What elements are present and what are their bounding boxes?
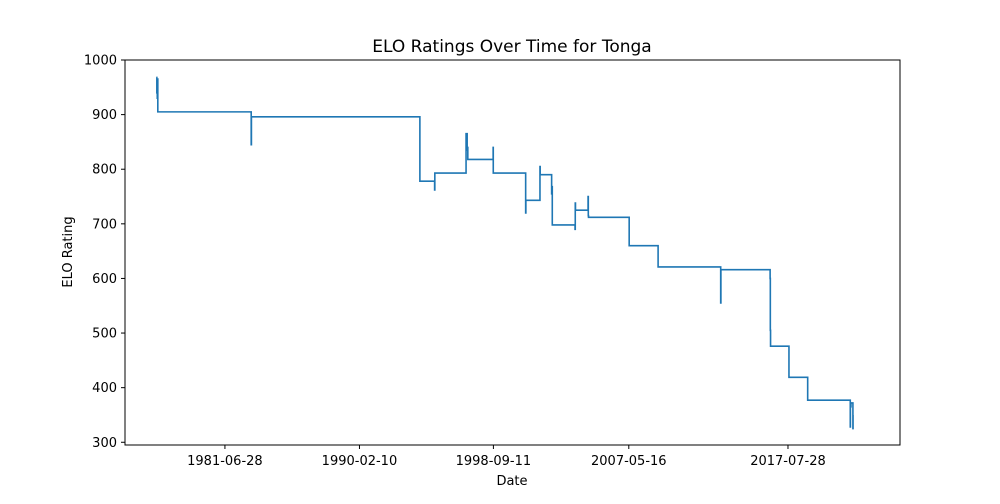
y-tick-label: 600 — [92, 272, 117, 287]
x-tick-label: 1990-02-10 — [322, 454, 398, 469]
x-tick-label: 1998-09-11 — [456, 454, 532, 469]
chart-title: ELO Ratings Over Time for Tonga — [372, 37, 651, 57]
x-tick-label: 2017-07-28 — [750, 454, 826, 469]
x-axis: 1981-06-28 1990-02-10 1998-09-11 2007-05-16… — [187, 445, 826, 469]
y-tick-label: 800 — [92, 163, 117, 178]
y-tick-label: 500 — [92, 327, 117, 342]
y-tick-label: 1000 — [84, 54, 117, 69]
y-axis: 300 400 500 600 700 800 900 1000 — [84, 54, 125, 451]
y-tick-label: 900 — [92, 108, 117, 123]
plot-area-frame — [124, 59, 901, 446]
y-axis-label: ELO Rating — [61, 216, 76, 287]
series-line — [156, 76, 854, 430]
x-tick-label: 1981-06-28 — [187, 454, 263, 469]
y-tick-label: 700 — [92, 217, 117, 232]
y-tick-label: 300 — [92, 436, 117, 451]
y-tick-label: 400 — [92, 381, 117, 396]
x-tick-label: 2007-05-16 — [591, 454, 667, 469]
x-axis-label: Date — [496, 474, 527, 489]
